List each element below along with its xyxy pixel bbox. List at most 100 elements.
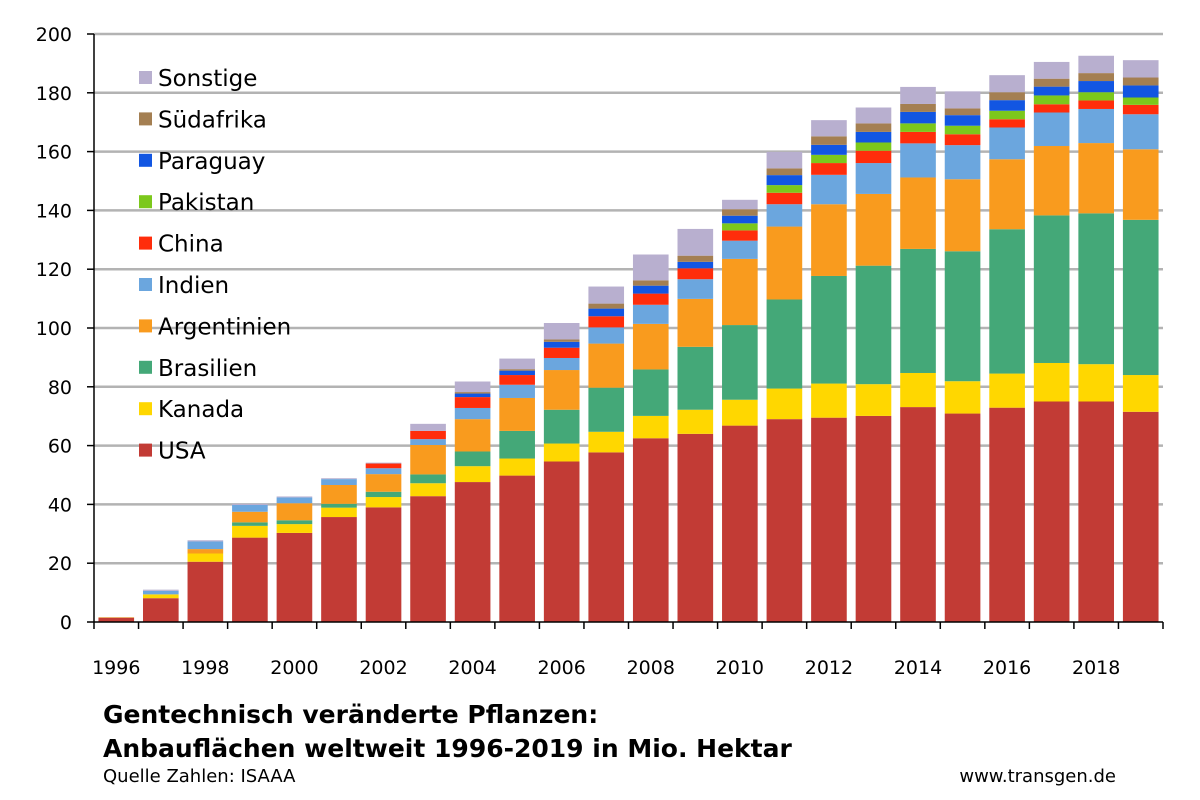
- bar-segment: [900, 111, 936, 124]
- bar-segment: [989, 373, 1025, 408]
- bar-segment: [811, 174, 847, 205]
- x-tick-label: 2006: [538, 657, 586, 679]
- bar-segment: [543, 357, 580, 371]
- bar-segment: [722, 240, 758, 259]
- bar-segment: [1122, 375, 1159, 412]
- bar-segment: [855, 150, 892, 164]
- bar-segment: [989, 92, 1025, 101]
- bar-stack-2010: [722, 199, 758, 622]
- bar-segment: [588, 327, 625, 344]
- bar-segment: [722, 399, 758, 426]
- bar-segment: [1122, 85, 1159, 98]
- bar-segment: [944, 108, 981, 116]
- website-credit: www.transgen.de: [959, 766, 1116, 787]
- bar-segment: [900, 372, 936, 408]
- bar-segment: [1122, 114, 1159, 150]
- bar-segment: [543, 347, 580, 358]
- bar-segment: [989, 75, 1025, 93]
- bar-segment: [499, 370, 535, 376]
- bar-segment: [944, 251, 981, 382]
- bar-segment: [811, 417, 847, 622]
- bar-stack-2012: [811, 120, 847, 622]
- bar-stack-2001: [321, 478, 357, 622]
- bar-segment: [722, 223, 758, 231]
- bar-stack-2011: [766, 151, 803, 622]
- bar-segment: [766, 388, 803, 420]
- bar-segment: [632, 369, 669, 416]
- bar-segment: [454, 381, 491, 393]
- bar-segment: [677, 433, 714, 622]
- x-tick-label: 2000: [270, 657, 318, 679]
- legend-label: Argentinien: [158, 314, 291, 340]
- legend-label: Kanada: [158, 397, 244, 423]
- legend-item: Brasilien: [139, 356, 257, 382]
- bar-segment: [677, 268, 714, 280]
- bar-segment: [276, 496, 313, 498]
- bar-stack-2014: [900, 86, 936, 622]
- bar-segment: [811, 136, 847, 145]
- bar-segment: [187, 549, 224, 554]
- bar-segment: [722, 199, 758, 210]
- bar-segment: [499, 375, 535, 385]
- bar-segment: [142, 598, 179, 622]
- legend-item: Indien: [139, 273, 229, 299]
- bar-segment: [766, 192, 803, 205]
- bar-segment: [811, 275, 847, 384]
- y-tick-label: 200: [36, 24, 72, 46]
- bar-segment: [855, 107, 892, 124]
- axes: [93, 34, 1164, 629]
- bar-segment: [232, 522, 268, 526]
- bar-segment: [365, 468, 402, 475]
- bar-segment: [632, 285, 669, 294]
- bar-segment: [811, 383, 847, 418]
- bar-segment: [588, 316, 625, 328]
- legend-swatch: [139, 360, 152, 374]
- bar-segment: [900, 143, 936, 178]
- bar-segment: [454, 407, 491, 420]
- x-tick-label: 2012: [805, 657, 853, 679]
- bar-segment: [632, 254, 669, 281]
- chart-title-line-1: Gentechnisch veränderte Pflanzen:: [103, 700, 599, 729]
- bar-segment: [499, 397, 535, 431]
- bar-segment: [944, 413, 981, 622]
- bar-segment: [944, 115, 981, 126]
- bar-segment: [632, 293, 669, 305]
- bar-segment: [1033, 104, 1070, 113]
- bar-segment: [1122, 97, 1159, 105]
- bar-segment: [900, 131, 936, 144]
- bar-segment: [588, 308, 625, 317]
- legend-item: Argentinien: [139, 314, 291, 340]
- bar-segment: [766, 226, 803, 300]
- bar-segment: [1078, 100, 1115, 109]
- bar-segment: [276, 503, 313, 521]
- x-tick-label: 2018: [1072, 657, 1120, 679]
- bar-stack-2016: [989, 75, 1025, 622]
- bar-segment: [499, 430, 535, 459]
- bar-segment: [1078, 213, 1115, 365]
- legend-swatch: [139, 236, 152, 250]
- bar-segment: [232, 503, 268, 505]
- bar-segment: [543, 443, 580, 462]
- bar-segment: [543, 370, 580, 410]
- bar-segment: [543, 339, 580, 342]
- bar-stack-2009: [677, 228, 714, 622]
- y-tick-label: 120: [36, 259, 72, 281]
- bar-segment: [1033, 95, 1070, 105]
- legend-swatch: [139, 443, 152, 457]
- legend-swatch: [139, 278, 152, 291]
- bar-stack-1996: [98, 617, 135, 622]
- bar-segment: [365, 462, 402, 464]
- bar-segment: [321, 484, 357, 504]
- bar-segment: [989, 100, 1025, 111]
- data-source-note: Quelle Zahlen: ISAAA: [103, 766, 296, 787]
- y-tick-label: 60: [48, 436, 72, 458]
- bar-segment: [543, 341, 580, 348]
- bar-segment: [365, 491, 402, 498]
- bar-segment: [1078, 143, 1115, 214]
- bar-segment: [766, 419, 803, 622]
- legend-swatch: [139, 195, 152, 209]
- x-tick-label: 2008: [627, 657, 675, 679]
- bar-segment: [454, 393, 491, 398]
- bar-segment: [677, 228, 714, 256]
- bar-segment: [944, 91, 981, 109]
